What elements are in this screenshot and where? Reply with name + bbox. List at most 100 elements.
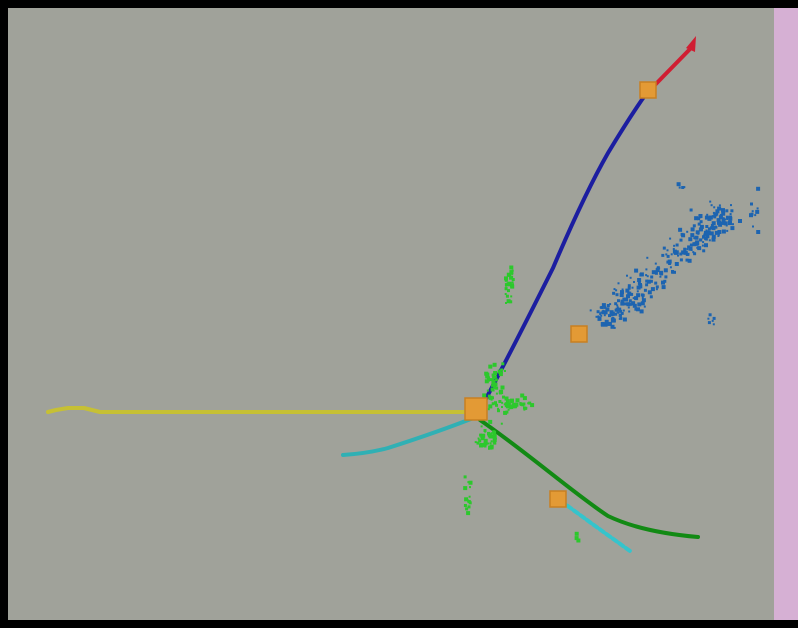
blue-shower-hit xyxy=(686,230,689,233)
green-vertex-hit xyxy=(495,386,499,390)
blue-shower-hit xyxy=(707,321,711,325)
green-vertex-hit xyxy=(493,441,497,445)
green-vertex-hit xyxy=(495,392,498,395)
blue-shower-hit xyxy=(625,288,630,293)
blue-shower-hit xyxy=(655,268,660,273)
blue-shower-hit xyxy=(637,302,642,307)
green-vertex-hit xyxy=(493,371,498,375)
blue-shower-hit xyxy=(709,231,714,236)
blue-shower-hit xyxy=(712,316,716,320)
green-vertex-hit xyxy=(491,402,495,406)
blue-shower-hit xyxy=(649,295,653,299)
blue-shower-hit xyxy=(718,215,723,220)
blue-shower-hit xyxy=(673,244,676,247)
blue-shower-hit xyxy=(678,186,681,189)
green-vertex-hit xyxy=(507,289,510,293)
blue-shower-hit xyxy=(618,317,621,320)
blue-shower-hit xyxy=(615,293,619,297)
blue-shower-hit xyxy=(667,259,672,264)
blue-shower-hit xyxy=(599,312,602,315)
blue-shower-hit xyxy=(713,206,716,209)
blue-shower-hit xyxy=(602,309,605,312)
green-vertex-hit xyxy=(468,501,472,505)
blue-shower-hit xyxy=(674,250,679,255)
blue-shower-hit xyxy=(726,229,729,232)
blue-shower-hit xyxy=(607,321,612,326)
green-vertex-hit xyxy=(501,362,505,366)
blue-shower-hit xyxy=(755,209,760,214)
blue-shower-hit xyxy=(650,275,654,279)
green-vertex-hit xyxy=(497,407,500,410)
blue-shower-hit xyxy=(666,249,669,252)
blue-shower-hit xyxy=(692,251,695,254)
green-vertex-hit xyxy=(489,442,492,445)
blue-shower-hit xyxy=(601,310,606,315)
blue-shower-hit xyxy=(658,267,661,270)
green-vertex-hit xyxy=(505,399,510,404)
green-vertex-hit xyxy=(492,433,497,438)
blue-shower-hit xyxy=(627,284,631,288)
blue-shower-hit xyxy=(654,262,657,265)
green-vertex-hit xyxy=(468,495,471,498)
green-vertex-hit xyxy=(469,486,471,489)
blue-shower-hit xyxy=(688,246,693,251)
blue-shower-hit xyxy=(631,301,636,306)
blue-shower-hit xyxy=(666,254,670,258)
blue-shower-hit xyxy=(679,238,683,242)
blue-shower-hit xyxy=(726,218,729,220)
green-vertex-hit xyxy=(466,511,471,516)
green-vertex-hit xyxy=(504,411,507,413)
blue-shower-hit xyxy=(725,209,729,213)
blue-shower-hit xyxy=(613,326,616,329)
blue-shower-hit xyxy=(638,284,643,289)
green-vertex-hit xyxy=(507,408,510,411)
blue-shower-hit xyxy=(704,243,708,248)
blue-shower-hit xyxy=(616,304,619,307)
blue-shower-hit xyxy=(679,258,683,262)
blue-shower-hit xyxy=(633,281,635,283)
blue-shower-hit xyxy=(702,249,706,253)
green-vertex-hit xyxy=(480,425,483,428)
blue-shower-hit xyxy=(620,299,624,303)
blue-shower-hit xyxy=(617,282,620,285)
blue-shower-hit xyxy=(632,297,635,300)
blue-shower-hit xyxy=(713,215,717,219)
blue-shower-hit xyxy=(598,316,601,319)
blue-shower-hit xyxy=(690,227,695,232)
green-vertex-hit xyxy=(487,442,490,445)
blue-shower-hit xyxy=(643,305,646,308)
blue-shower-hit xyxy=(699,238,703,242)
blue-shower-hit xyxy=(637,278,642,282)
blue-shower-hit xyxy=(730,226,735,231)
blue-shower-hit xyxy=(634,268,639,273)
blue-shower-hit xyxy=(706,231,710,236)
middle-vertex-marker xyxy=(570,325,588,343)
primary-vertex-marker xyxy=(464,397,488,421)
blue-shower-hit xyxy=(634,296,639,301)
blue-shower-hit xyxy=(688,245,690,248)
blue-shower-hit xyxy=(678,227,683,232)
blue-shower-hit xyxy=(622,297,627,302)
green-vertex-hit xyxy=(487,431,491,435)
blue-shower-hit xyxy=(609,312,614,317)
blue-shower-hit xyxy=(711,237,716,242)
blue-shower-hit xyxy=(673,270,676,274)
blue-shower-hit xyxy=(730,204,732,207)
blue-shower-hit xyxy=(674,262,679,266)
green-vertex-hit xyxy=(574,536,579,541)
blue-shower-hit xyxy=(756,207,759,210)
green-vertex-hit xyxy=(491,379,496,384)
green-vertex-hit xyxy=(506,299,511,304)
green-vertex-hit xyxy=(484,379,489,384)
blue-shower-hit xyxy=(616,310,619,313)
blue-shower-hit xyxy=(679,252,683,256)
blue-shower-hit xyxy=(640,283,642,285)
blue-shower-hit xyxy=(687,258,692,263)
green-vertex-hit xyxy=(509,270,514,275)
green-vertex-hit xyxy=(530,403,535,408)
lower-vertex-marker xyxy=(549,490,567,508)
blue-shower-hit xyxy=(713,212,718,217)
blue-shower-hit xyxy=(659,275,662,278)
green-vertex-hit xyxy=(494,384,496,387)
